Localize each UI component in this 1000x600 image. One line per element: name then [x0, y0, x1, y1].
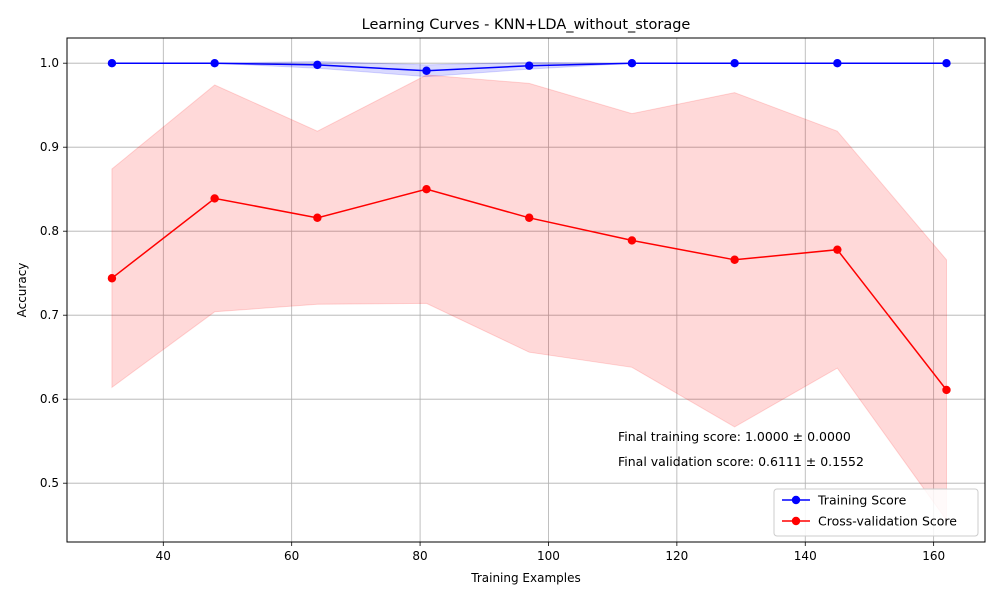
- plot-frame: [66, 37, 986, 543]
- y-axis-ticks: 0.5 0.6 0.7 0.8 0.9 1.0: [40, 56, 67, 490]
- legend-validation-marker: [791, 516, 801, 526]
- legend: Training Score Cross-validation Score: [773, 488, 979, 537]
- final-training-score-annotation: Final training score: 1.0000 ± 0.0000: [618, 429, 851, 444]
- data-point-validation: [313, 213, 322, 222]
- series-points: [107, 59, 951, 395]
- data-point-validation: [730, 255, 739, 264]
- y-tick-label: 0.6: [40, 392, 59, 406]
- x-tick-label: 140: [794, 549, 817, 563]
- data-point-training: [313, 60, 322, 70]
- x-axis-title: Training Examples: [470, 571, 580, 585]
- x-axis-ticks: 40 60 80 100 120 140 160: [156, 542, 945, 563]
- legend-training-label: Training Score: [817, 493, 907, 508]
- y-tick-label: 0.9: [40, 140, 59, 154]
- data-point-training: [525, 61, 534, 70]
- chart-title: Learning Curves - KNN+LDA_without_storag…: [362, 17, 691, 33]
- x-tick-label: 60: [284, 549, 299, 563]
- data-point-validation: [525, 213, 534, 222]
- x-tick-label: 120: [665, 549, 688, 563]
- data-point-validation: [627, 236, 637, 245]
- y-tick-label: 0.5: [40, 476, 59, 490]
- data-point-validation: [210, 194, 219, 203]
- data-point-training: [422, 66, 431, 75]
- x-tick-label: 80: [412, 549, 427, 563]
- x-tick-label: 40: [156, 549, 171, 563]
- legend-box: [773, 488, 979, 537]
- data-point-training: [942, 59, 951, 68]
- y-tick-label: 1.0: [40, 56, 59, 70]
- data-point-training: [107, 59, 117, 68]
- x-tick-label: 100: [537, 549, 560, 563]
- y-tick-label: 0.8: [40, 224, 59, 238]
- grid: [67, 38, 985, 542]
- final-validation-score-annotation: Final validation score: 0.6111 ± 0.1552: [618, 454, 864, 469]
- data-point-validation: [107, 274, 117, 283]
- y-axis-title: Accuracy: [15, 263, 29, 318]
- data-point-training: [627, 59, 637, 68]
- data-point-validation: [942, 385, 951, 395]
- legend-validation-label: Cross-validation Score: [818, 514, 957, 529]
- data-point-training: [730, 59, 739, 68]
- data-point-validation: [422, 185, 431, 194]
- y-tick-label: 0.7: [40, 308, 59, 322]
- data-point-training: [210, 59, 219, 68]
- x-tick-label: 160: [922, 549, 945, 563]
- legend-training-marker: [791, 495, 801, 505]
- data-point-validation: [833, 245, 842, 254]
- data-point-training: [833, 59, 842, 68]
